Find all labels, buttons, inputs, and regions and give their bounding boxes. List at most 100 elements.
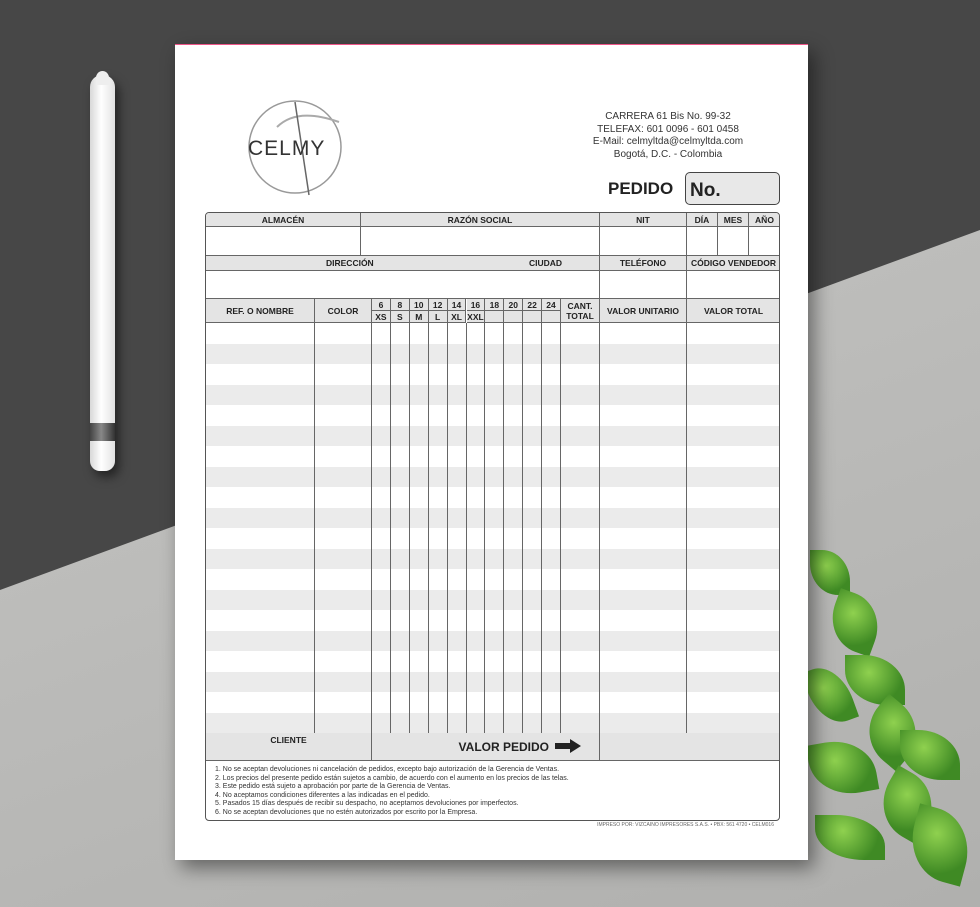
item-row[interactable]	[206, 651, 779, 672]
item-row[interactable]	[206, 610, 779, 631]
input-codigo[interactable]	[687, 271, 779, 299]
item-row[interactable]	[206, 692, 779, 713]
column-divider	[371, 323, 372, 733]
order-table: ALMACÉN RAZÓN SOCIAL NIT DÍA MES AÑO DIRECCIÓN…	[205, 212, 780, 821]
input-direccion[interactable]	[206, 271, 600, 299]
input-field[interactable]	[718, 227, 749, 256]
item-row[interactable]	[206, 589, 779, 610]
input-field[interactable]	[600, 227, 687, 256]
col-size: 14	[447, 299, 467, 311]
item-row[interactable]	[206, 630, 779, 651]
label-valor-pedido: VALOR PEDIDO	[458, 739, 549, 754]
col-size: 16	[466, 299, 486, 311]
note: 2. Los precios del presente pedido están…	[215, 774, 569, 782]
column-divider	[541, 323, 543, 733]
item-row[interactable]	[206, 528, 779, 549]
stylus-pencil	[90, 71, 115, 471]
col-size: 24	[542, 299, 561, 311]
input-field[interactable]	[749, 227, 779, 256]
item-row[interactable]	[206, 446, 779, 467]
col-size-letter	[485, 311, 505, 323]
col-size-letter: M	[409, 311, 429, 323]
col-size: 6	[372, 299, 391, 311]
col-size-letter	[523, 311, 543, 323]
column-divider	[560, 323, 561, 733]
note: 6. No se aceptan devoluciones que no est…	[215, 808, 478, 816]
plant-leaves	[800, 545, 980, 907]
valor-pedido-cell: VALOR PEDIDO	[372, 733, 600, 761]
label-cliente: CLIENTE	[270, 735, 307, 745]
item-row[interactable]	[206, 343, 779, 364]
input-field[interactable]	[206, 227, 361, 256]
col-size: 10	[409, 299, 429, 311]
item-row[interactable]	[206, 425, 779, 446]
column-divider	[484, 323, 486, 733]
item-row[interactable]	[206, 405, 779, 426]
item-row[interactable]	[206, 569, 779, 590]
header-label: MES	[718, 213, 749, 227]
col-size-letter: L	[428, 311, 448, 323]
order-number-box: No.	[685, 172, 780, 205]
column-divider	[599, 323, 600, 733]
col-size: 22	[523, 299, 543, 311]
col-size-letter: XXL	[466, 311, 486, 323]
arrow-right-icon	[555, 739, 581, 754]
column-divider	[427, 323, 429, 733]
terms-notes: 1. No se aceptan devoluciones ni cancela…	[215, 766, 569, 818]
header-label: AÑO	[749, 213, 779, 227]
email-line: E-Mail: celmyltda@celmyltda.com	[592, 136, 744, 147]
note: 5. Pasados 15 días después de recibir su…	[215, 800, 519, 808]
label-direccion: DIRECCIÓN	[326, 258, 374, 268]
item-row[interactable]	[206, 466, 779, 487]
input-field[interactable]	[361, 227, 600, 256]
column-divider	[522, 323, 524, 733]
item-row[interactable]	[206, 671, 779, 692]
header-label: ALMACÉN	[206, 213, 361, 227]
note: 1. No se aceptan devoluciones ni cancela…	[215, 766, 560, 773]
item-row[interactable]	[206, 323, 779, 344]
col-valor-total: VALOR TOTAL	[687, 299, 779, 323]
col-size-letter: XL	[447, 311, 467, 323]
column-divider	[503, 323, 505, 733]
column-divider	[465, 323, 467, 733]
col-size-letter: S	[390, 311, 410, 323]
item-row[interactable]	[206, 712, 779, 733]
column-divider	[389, 323, 391, 733]
note: 3. Este pedido está sujeto a aprobación …	[215, 783, 451, 791]
label-telefono: TELÉFONO	[600, 256, 687, 271]
logo-text: CELMY	[248, 137, 326, 160]
note: 4. No aceptamos condiciones diferentes a…	[215, 791, 430, 799]
order-form-paper: CELMY CARRERA 61 Bis No. 99-32 TELEFAX: …	[175, 44, 808, 860]
col-cant-total: CANT. TOTAL	[561, 299, 600, 323]
col-size-letter: XS	[372, 311, 391, 323]
col-color: COLOR	[315, 299, 372, 323]
item-row[interactable]	[206, 487, 779, 508]
col-size: 8	[390, 299, 410, 311]
printer-credit: IMPRESO POR: VIZCAINO IMPRESORES S.A.S. …	[597, 822, 774, 828]
header-label: RAZÓN SOCIAL	[361, 213, 600, 227]
col-size-letter	[504, 311, 524, 323]
input-telefono[interactable]	[600, 271, 687, 299]
header-label: NIT	[600, 213, 687, 227]
header-direccion-ciudad: DIRECCIÓN CIUDAD	[206, 256, 600, 271]
item-row[interactable]	[206, 548, 779, 569]
city-line: Bogotá, D.C. - Colombia	[613, 148, 723, 160]
column-divider	[314, 323, 315, 733]
column-divider	[686, 323, 687, 733]
item-row[interactable]	[206, 364, 779, 385]
input-field[interactable]	[687, 227, 718, 256]
celmy-logo: CELMY	[247, 97, 347, 197]
label-ciudad: CIUDAD	[529, 258, 563, 268]
col-ref: REF. O NOMBRE	[206, 299, 315, 323]
form-title: PEDIDO	[608, 179, 674, 198]
label-codigo-vendedor: CÓDIGO VENDEDOR	[687, 256, 779, 271]
col-valor-unitario: VALOR UNITARIO	[600, 299, 687, 323]
company-address: CARRERA 61 Bis No. 99-32 TELEFAX: 601 00…	[568, 111, 768, 161]
col-size: 20	[504, 299, 524, 311]
item-row[interactable]	[206, 507, 779, 528]
address-line: CARRERA 61 Bis No. 99-32	[605, 111, 731, 122]
col-size-letter	[542, 311, 561, 323]
item-row[interactable]	[206, 384, 779, 405]
column-divider	[446, 323, 448, 733]
telefax-line: TELEFAX: 601 0096 - 601 0458	[597, 123, 739, 135]
